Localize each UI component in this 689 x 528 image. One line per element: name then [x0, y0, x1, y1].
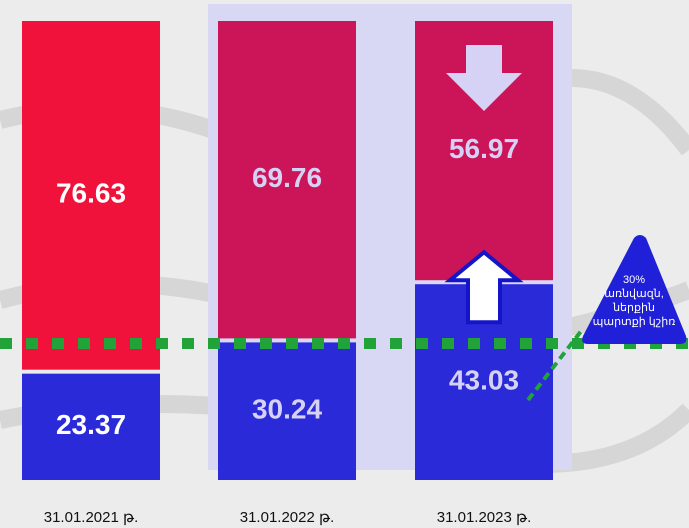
annotation-triangle [582, 235, 687, 344]
down-arrow [446, 45, 522, 111]
category-label: 31.01.2022 թ. [240, 509, 334, 526]
annotation-leader [526, 328, 584, 402]
annotation-text: առնվազն, [604, 288, 664, 300]
value-label: 30.24 [252, 394, 322, 425]
category-label: 31.01.2021 թ. [44, 509, 138, 526]
bar-segment [22, 21, 160, 370]
annotation-text: պարտքի կշիռ [593, 316, 676, 328]
value-label: 76.63 [56, 178, 126, 209]
category-label: 31.01.2023 թ. [437, 509, 531, 526]
value-label: 56.97 [449, 133, 519, 164]
value-label: 69.76 [252, 162, 322, 193]
up-arrow [444, 249, 524, 325]
annotation-text: ներքին [612, 302, 655, 314]
value-label: 23.37 [56, 409, 126, 440]
bar-segment [218, 342, 356, 480]
annotation-text: 30% [623, 274, 645, 286]
bar-segment [218, 21, 356, 339]
bar-segment [22, 373, 160, 480]
value-label: 43.03 [449, 364, 519, 395]
